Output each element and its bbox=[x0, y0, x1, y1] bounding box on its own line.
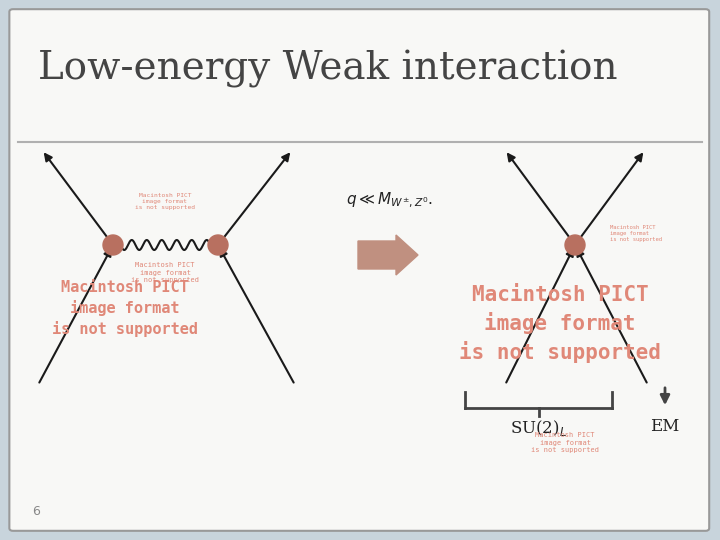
Text: 6: 6 bbox=[32, 505, 40, 518]
Text: EM: EM bbox=[650, 418, 680, 435]
FancyArrow shape bbox=[358, 235, 418, 275]
Text: Macintosh PICT
image format
is not supported: Macintosh PICT image format is not suppo… bbox=[531, 432, 599, 453]
Circle shape bbox=[565, 235, 585, 255]
Text: Macintosh PICT
image format
is not supported: Macintosh PICT image format is not suppo… bbox=[135, 193, 195, 210]
Text: SU(2)$_L$: SU(2)$_L$ bbox=[510, 418, 567, 438]
Text: Macintosh PICT
image format
is not supported: Macintosh PICT image format is not suppo… bbox=[459, 285, 661, 363]
Text: $q \ll M_{W^{\pm},Z^0}.$: $q \ll M_{W^{\pm},Z^0}.$ bbox=[346, 191, 433, 210]
Circle shape bbox=[103, 235, 123, 255]
Circle shape bbox=[208, 235, 228, 255]
Text: Macintosh PICT
image format
is not supported: Macintosh PICT image format is not suppo… bbox=[610, 225, 662, 242]
Text: Macintosh PICT
image format
is not supported: Macintosh PICT image format is not suppo… bbox=[52, 280, 198, 338]
Text: Macintosh PICT
image format
is not supported: Macintosh PICT image format is not suppo… bbox=[131, 262, 199, 283]
Text: Low-energy Weak interaction: Low-energy Weak interaction bbox=[38, 50, 618, 88]
